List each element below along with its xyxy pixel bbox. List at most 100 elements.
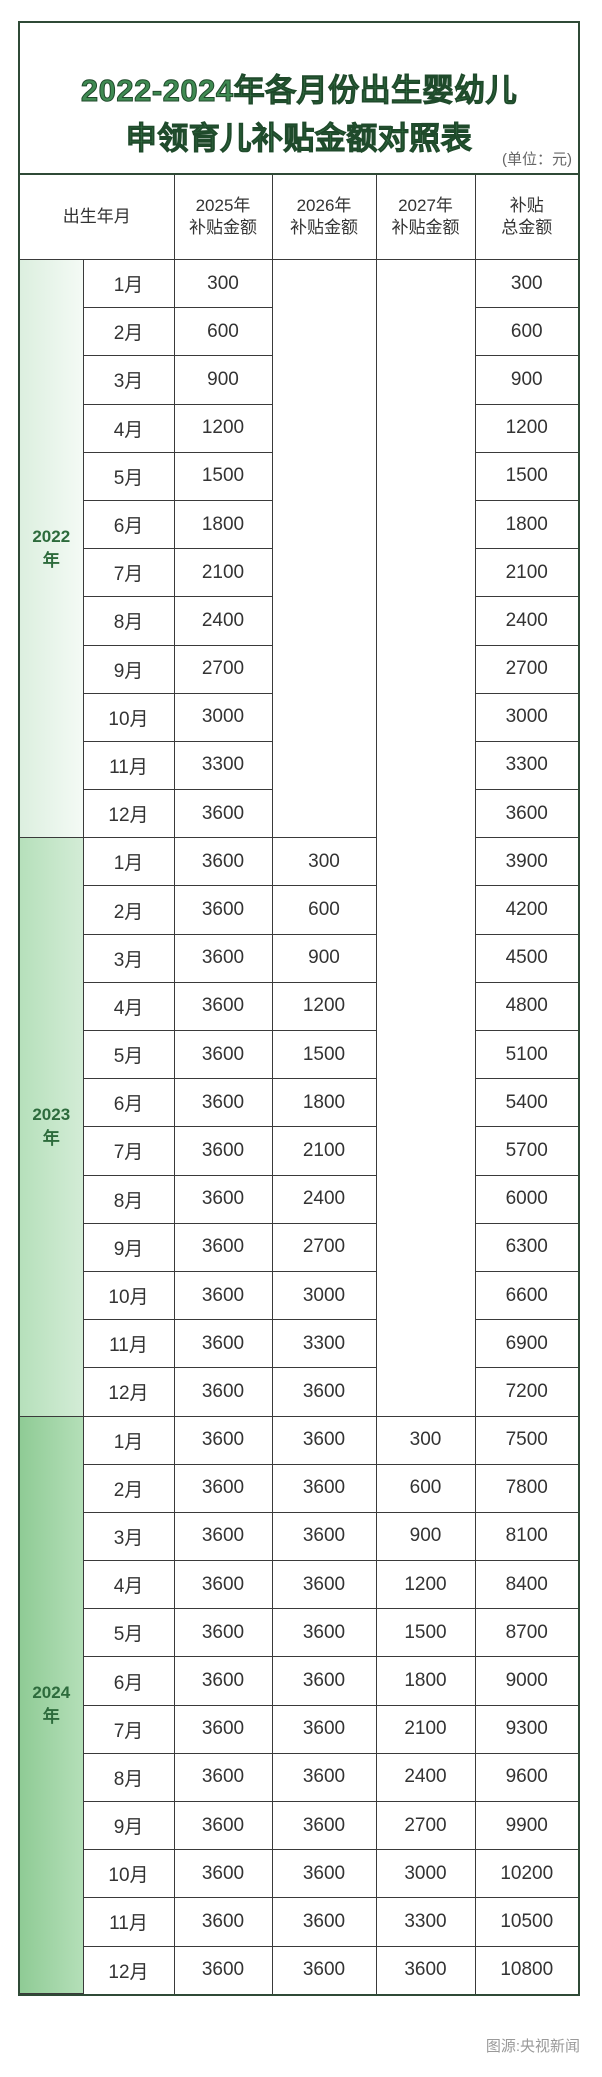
- month-cell: 11月: [83, 1319, 175, 1369]
- table-row: 11月 3300 3300: [20, 740, 578, 791]
- amount-2025-cell: 3600: [173, 837, 273, 887]
- amount-2025-cell: 3600: [173, 981, 273, 1032]
- month-cell: 12月: [83, 1367, 175, 1417]
- table-row: 7月 2100 2100: [20, 548, 578, 598]
- month-cell: 8月: [83, 1174, 175, 1224]
- amount-2026-cell: 3600: [271, 1415, 377, 1465]
- header-2026-label: 补贴金额: [290, 218, 358, 237]
- month-cell: 10月: [83, 1849, 175, 1899]
- table-row: 2022 年 1月 300 300: [20, 258, 578, 1417]
- amount-2025-cell: 3600: [173, 1463, 273, 1513]
- month-cell: 6月: [83, 499, 175, 550]
- amount-2027-cell: 1500: [375, 1608, 476, 1658]
- amount-2027-cell: 1800: [375, 1656, 476, 1706]
- total-cell: 3000: [474, 692, 578, 742]
- amount-2026-cell: 2700: [271, 1222, 377, 1272]
- amount-2025-cell: 2400: [173, 596, 273, 646]
- total-cell: 4500: [474, 933, 578, 983]
- amount-2025-cell: 3600: [173, 885, 273, 935]
- total-cell: 8700: [474, 1608, 578, 1658]
- amount-2026-cell: 1500: [271, 1029, 377, 1080]
- table-row: 4月 3600 3600 1200 8400: [20, 1560, 578, 1610]
- total-cell: 7500: [474, 1415, 578, 1465]
- amount-2026-cell: 3600: [271, 1849, 377, 1899]
- amount-2027-cell: 2700: [375, 1800, 476, 1851]
- amount-2025-cell: 3600: [173, 1752, 273, 1803]
- amount-2026-cell: 3600: [271, 1560, 377, 1610]
- amount-2027-cell: 3300: [375, 1897, 476, 1947]
- amount-2025-cell: 3600: [173, 1319, 273, 1369]
- header-row: 出生年月 2025年 补贴金额 2026年 补贴金额 2027年 补贴金额 补贴 总金额: [20, 175, 578, 260]
- total-cell: 4800: [474, 981, 578, 1032]
- table-row: 5月 3600 3600 1500 8700: [20, 1608, 578, 1658]
- month-cell: 4月: [83, 1560, 175, 1610]
- amount-2025-cell: 1800: [173, 499, 273, 550]
- total-cell: 2100: [474, 548, 578, 598]
- month-cell: 2月: [83, 1463, 175, 1513]
- total-cell: 9000: [474, 1656, 578, 1706]
- table-row: 10月 3000 3000: [20, 692, 578, 742]
- amount-2026-cell: 3600: [271, 1704, 377, 1754]
- total-cell: 4200: [474, 885, 578, 935]
- table-row: 12月 3600 3600 3600 10800: [20, 1945, 578, 1994]
- amount-2025-cell: 300: [173, 258, 273, 309]
- month-cell: 9月: [83, 644, 175, 694]
- total-cell: 900: [474, 355, 578, 405]
- year-cell: 2023 年: [20, 837, 84, 1417]
- amount-2026-cell: 3600: [271, 1656, 377, 1706]
- amount-2025-cell: 3600: [173, 1222, 273, 1272]
- total-cell: 10200: [474, 1849, 578, 1899]
- amount-2025-cell: 600: [173, 307, 273, 357]
- total-cell: 5100: [474, 1029, 578, 1080]
- table-row: 12月 3600 3600: [20, 789, 578, 839]
- amount-2025-cell: 3600: [173, 1174, 273, 1224]
- amount-2026-cell: 1200: [271, 981, 377, 1032]
- total-cell: 8400: [474, 1560, 578, 1610]
- year-label: 2023: [32, 1104, 71, 1124]
- total-cell: 10800: [474, 1945, 578, 1994]
- header-2027: 2027年 补贴金额: [375, 175, 476, 260]
- amount-2025-cell: 3600: [173, 1897, 273, 1947]
- table-row: 5月 1500 1500: [20, 451, 578, 501]
- amount-2025-cell: 3600: [173, 1415, 273, 1465]
- amount-2025-cell: 3600: [173, 1511, 273, 1562]
- month-cell: 11月: [83, 1897, 175, 1947]
- table-row: 9月 3600 3600 2700 9900: [20, 1800, 578, 1851]
- year-cell: 2022 年: [20, 258, 84, 839]
- amount-2025-cell: 3600: [173, 933, 273, 983]
- total-cell: 6300: [474, 1222, 578, 1272]
- amount-2026-cell: 3600: [271, 1800, 377, 1851]
- table-row: 8月 3600 2400 6000: [20, 1174, 578, 1224]
- title-line-2: 申领育儿补贴金额对照表: [125, 121, 473, 157]
- header-2025-label: 补贴金额: [189, 218, 257, 237]
- header-2027-label: 补贴金额: [391, 218, 460, 237]
- amount-2027-cell: 3600: [375, 1945, 476, 1994]
- table-row: 10月 3600 3000 6600: [20, 1270, 578, 1321]
- amount-2027-cell: 3000: [375, 1849, 476, 1899]
- table-row: 2024 年 1月 3600 3600 300 7500: [20, 1415, 578, 1995]
- month-cell: 9月: [83, 1222, 175, 1272]
- total-cell: 6000: [474, 1174, 578, 1224]
- amount-2025-cell: 2100: [173, 548, 273, 598]
- month-cell: 5月: [83, 1608, 175, 1658]
- table-row: 11月 3600 3600 3300 10500: [20, 1897, 578, 1947]
- month-cell: 7月: [83, 548, 175, 598]
- year-suffix: 年: [42, 550, 60, 570]
- image-source: 图源:央视新闻: [485, 2038, 580, 2055]
- amount-2026-cell: 3600: [271, 1945, 377, 1994]
- month-cell: 2月: [83, 307, 175, 357]
- header-total-line1: 补贴: [509, 196, 544, 215]
- month-cell: 4月: [83, 981, 175, 1032]
- month-cell: 10月: [83, 1270, 175, 1321]
- amount-2025-cell: 1500: [173, 451, 273, 501]
- month-cell: 1月: [82, 1415, 175, 1465]
- total-cell: 9600: [474, 1752, 578, 1803]
- total-cell: 9300: [474, 1704, 578, 1754]
- amount-2026-cell: 1800: [271, 1078, 377, 1128]
- total-cell: 3600: [474, 789, 578, 839]
- amount-2027-cell: 1200: [375, 1560, 476, 1610]
- amount-2027-cell: 2400: [375, 1752, 476, 1803]
- total-cell: 5400: [474, 1078, 578, 1128]
- month-cell: 4月: [83, 403, 175, 453]
- month-cell: 6月: [83, 1078, 175, 1128]
